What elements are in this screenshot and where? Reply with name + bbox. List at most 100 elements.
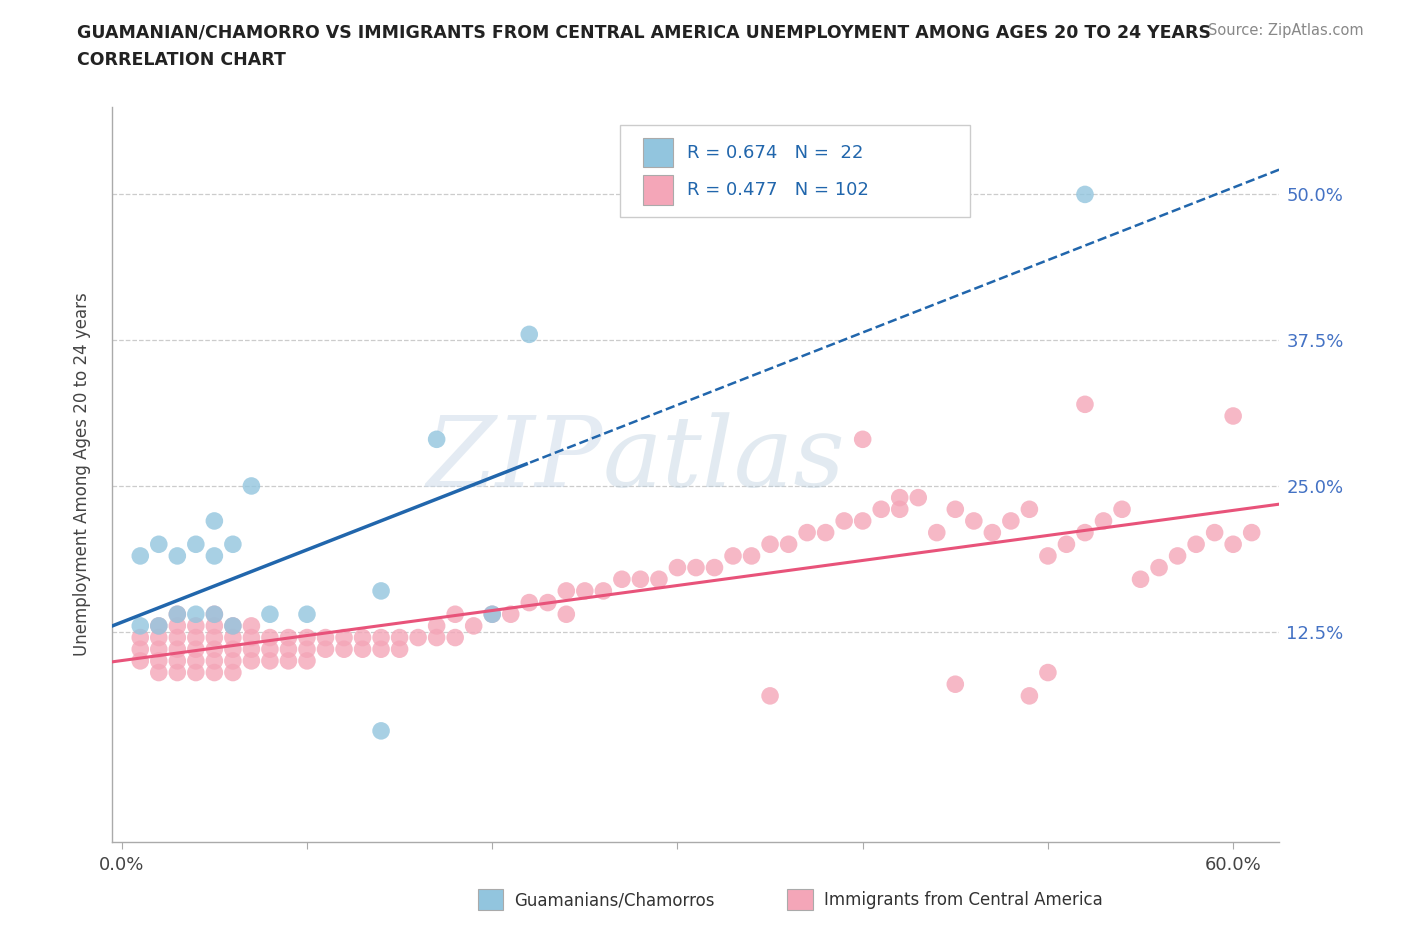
Point [166, 606, 188, 621]
Point [222, 665, 245, 680]
Point [352, 631, 374, 645]
Point [814, 525, 837, 540]
Point [889, 490, 911, 505]
Point [240, 642, 263, 657]
Text: Guamanians/Chamorros: Guamanians/Chamorros [515, 891, 716, 910]
Point [148, 618, 170, 633]
Point [202, 618, 225, 633]
Point [184, 618, 207, 633]
Point [1018, 502, 1040, 517]
Point [481, 606, 503, 621]
Point [202, 665, 225, 680]
Point [166, 654, 188, 669]
Point [517, 327, 540, 342]
Point [628, 572, 651, 587]
Point [499, 606, 522, 621]
Point [222, 618, 245, 633]
Text: GUAMANIAN/CHAMORRO VS IMMIGRANTS FROM CENTRAL AMERICA UNEMPLOYMENT AMONG AGES 20: GUAMANIAN/CHAMORRO VS IMMIGRANTS FROM CE… [77, 23, 1212, 41]
Point [1054, 537, 1077, 551]
Point [852, 432, 875, 446]
Text: atlas: atlas [603, 412, 845, 507]
Point [333, 642, 356, 657]
Point [426, 618, 449, 633]
FancyBboxPatch shape [620, 126, 970, 218]
Point [1074, 397, 1097, 412]
Point [1147, 560, 1170, 575]
Point [129, 631, 152, 645]
Point [388, 631, 411, 645]
Point [240, 618, 263, 633]
Point [352, 642, 374, 657]
Point [648, 572, 671, 587]
Point [1000, 513, 1022, 528]
Point [202, 654, 225, 669]
Text: Source: ZipAtlas.com: Source: ZipAtlas.com [1208, 23, 1364, 38]
Point [240, 654, 263, 669]
Point [463, 618, 485, 633]
Point [222, 537, 245, 551]
Point [943, 502, 966, 517]
Point [685, 560, 707, 575]
Point [370, 583, 392, 598]
Point [166, 631, 188, 645]
Point [202, 631, 225, 645]
Point [129, 618, 152, 633]
Point [1074, 525, 1097, 540]
Point [1204, 525, 1226, 540]
Point [202, 642, 225, 657]
Point [166, 618, 188, 633]
Point [592, 583, 614, 598]
Point [240, 631, 263, 645]
Point [222, 642, 245, 657]
Point [832, 513, 855, 528]
Text: R = 0.674   N =  22: R = 0.674 N = 22 [686, 143, 863, 162]
Point [129, 549, 152, 564]
Point [1036, 665, 1059, 680]
Point [703, 560, 725, 575]
Point [759, 537, 782, 551]
Point [1092, 513, 1115, 528]
Point [202, 606, 225, 621]
Point [796, 525, 818, 540]
Point [1167, 549, 1189, 564]
Point [1111, 502, 1133, 517]
Point [1240, 525, 1263, 540]
Point [277, 642, 299, 657]
Point [444, 606, 467, 621]
Point [184, 631, 207, 645]
Point [184, 606, 207, 621]
Text: Immigrants from Central America: Immigrants from Central America [824, 891, 1102, 910]
Point [426, 432, 449, 446]
Point [259, 654, 281, 669]
Point [148, 654, 170, 669]
Point [222, 631, 245, 645]
Point [370, 631, 392, 645]
Point [852, 513, 875, 528]
Point [1185, 537, 1208, 551]
Point [129, 654, 152, 669]
Point [315, 631, 337, 645]
Point [184, 654, 207, 669]
Point [315, 642, 337, 657]
Point [277, 631, 299, 645]
Text: ZIP: ZIP [426, 412, 603, 507]
Point [555, 583, 578, 598]
Point [444, 631, 467, 645]
Point [222, 654, 245, 669]
Point [943, 677, 966, 692]
Point [222, 618, 245, 633]
Point [963, 513, 986, 528]
Point [240, 479, 263, 494]
Point [370, 642, 392, 657]
FancyBboxPatch shape [644, 138, 672, 167]
Point [426, 631, 449, 645]
Point [259, 606, 281, 621]
Point [741, 549, 763, 564]
Point [925, 525, 948, 540]
Point [1222, 408, 1244, 423]
Point [721, 549, 744, 564]
Point [333, 631, 356, 645]
Point [889, 502, 911, 517]
Point [517, 595, 540, 610]
Point [610, 572, 633, 587]
